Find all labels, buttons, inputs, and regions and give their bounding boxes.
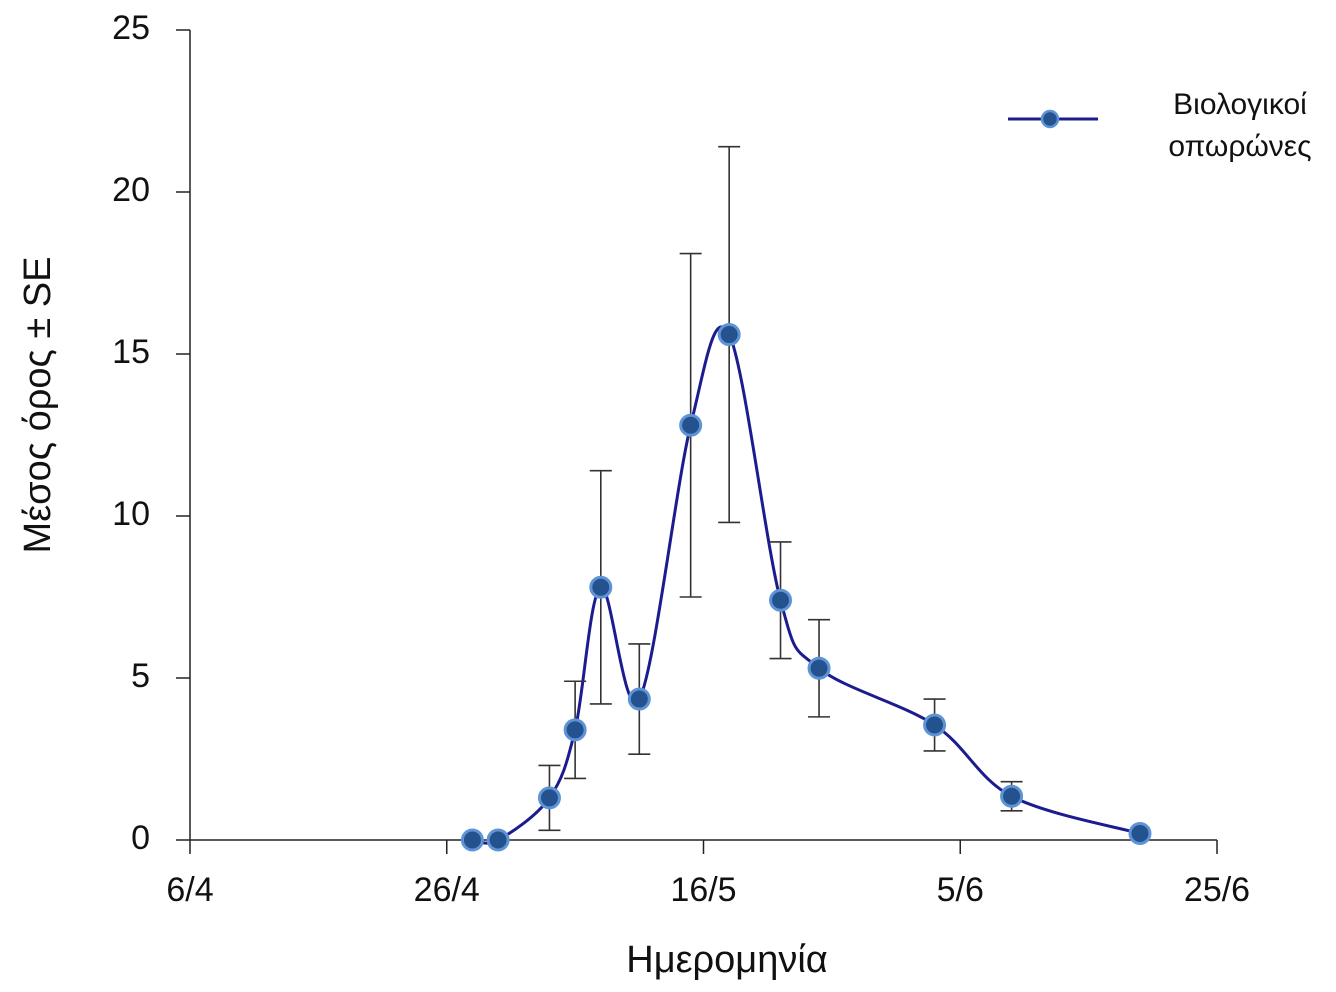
marker xyxy=(627,687,651,711)
x-tick-label: 6/4 xyxy=(166,871,213,909)
marker xyxy=(679,413,703,437)
marker xyxy=(589,575,613,599)
y-tick-label: 20 xyxy=(112,171,150,209)
marker xyxy=(807,656,831,680)
y-tick-label: 15 xyxy=(112,333,150,371)
x-tick-label: 5/6 xyxy=(937,871,984,909)
x-axis-title: Ημερομηνία xyxy=(626,939,827,981)
marker xyxy=(1128,822,1152,846)
marker xyxy=(923,713,947,737)
legend-label: Βιολογικοί οπωρώνες xyxy=(1168,88,1312,163)
x-tick-label: 26/4 xyxy=(414,871,480,909)
marker xyxy=(717,323,741,347)
y-tick-label: 25 xyxy=(112,9,150,47)
x-tick-label: 25/6 xyxy=(1184,871,1250,909)
series-line xyxy=(472,325,1141,845)
y-tick-label: 10 xyxy=(112,495,150,533)
marker xyxy=(460,828,484,852)
marker xyxy=(769,588,793,612)
marker xyxy=(486,828,510,852)
legend-marker xyxy=(1040,109,1060,129)
marker xyxy=(537,786,561,810)
marker xyxy=(1000,784,1024,808)
y-tick-label: 0 xyxy=(131,819,150,857)
y-tick-label: 5 xyxy=(131,657,150,695)
marker xyxy=(563,718,587,742)
x-tick-label: 16/5 xyxy=(670,871,736,909)
y-axis-title: Μέσος όρος ± SE xyxy=(17,257,59,554)
